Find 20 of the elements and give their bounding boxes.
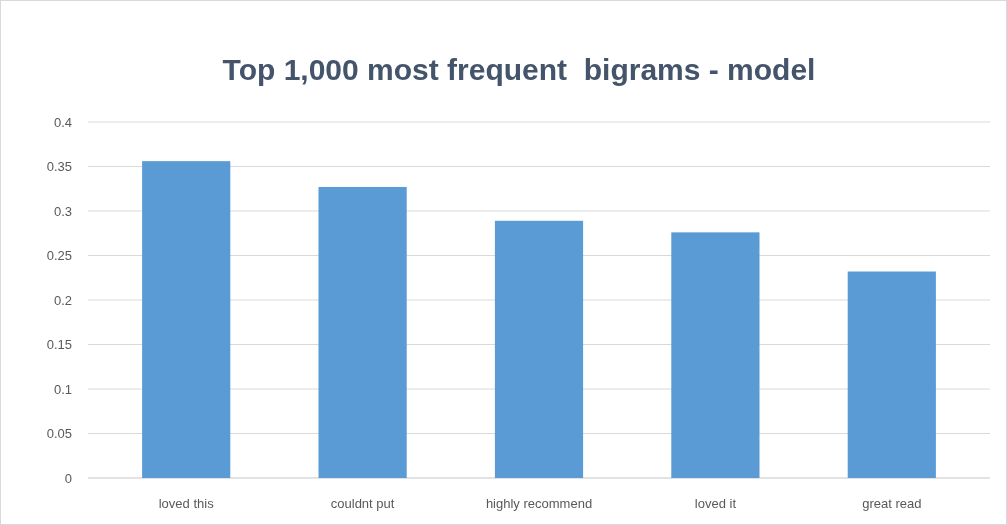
x-tick-label: great read	[862, 496, 922, 511]
x-tick-label: loved it	[694, 496, 737, 511]
bar	[847, 271, 936, 478]
x-tick-label: highly recommend	[485, 496, 593, 511]
y-tick-label: 0.2	[53, 292, 72, 308]
bar	[494, 220, 584, 478]
bar	[671, 232, 760, 478]
x-tick-label: loved this	[158, 496, 215, 511]
y-tick-label: 0.25	[46, 248, 72, 264]
y-tick-label: 0.3	[53, 203, 72, 219]
y-tick-label: 0.15	[46, 337, 72, 353]
y-tick-label: 0.05	[46, 426, 72, 442]
chart-title: Top 1,000 most frequent bigrams - model	[222, 53, 816, 86]
y-tick-label: 0.1	[53, 381, 72, 397]
x-tick-label: couldnt put	[330, 496, 395, 511]
bar	[142, 161, 231, 478]
y-tick-label: 0.35	[46, 159, 72, 175]
bar	[318, 186, 407, 478]
y-tick-label: 0.4	[53, 114, 72, 130]
y-tick-label: 0	[64, 470, 72, 486]
